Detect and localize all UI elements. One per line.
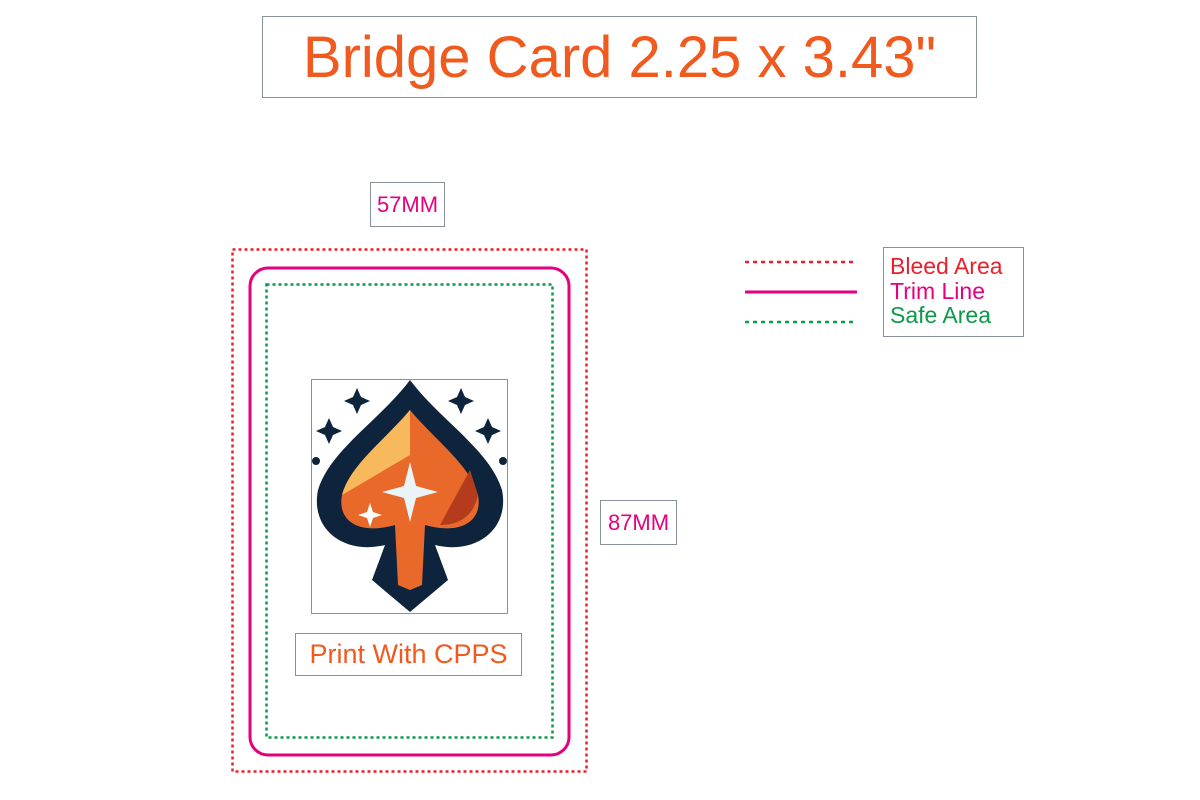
card-caption: Print With CPPS: [295, 633, 522, 676]
legend-item-safe: Safe Area: [890, 302, 992, 328]
legend-item-bleed: Bleed Area: [890, 253, 1003, 279]
width-dimension-label: 57MM: [370, 182, 445, 227]
legend: Bleed Area Trim Line Safe Area: [883, 247, 1024, 337]
legend-item-trim: Trim Line: [890, 278, 985, 304]
bleed-area-outline: [231, 248, 588, 773]
spade-logo-image: [311, 379, 508, 614]
page-title: Bridge Card 2.25 x 3.43": [262, 16, 977, 98]
trim-line-outline: [248, 266, 571, 757]
height-dimension-label: 87MM: [600, 500, 677, 545]
safe-area-outline: [265, 283, 554, 739]
